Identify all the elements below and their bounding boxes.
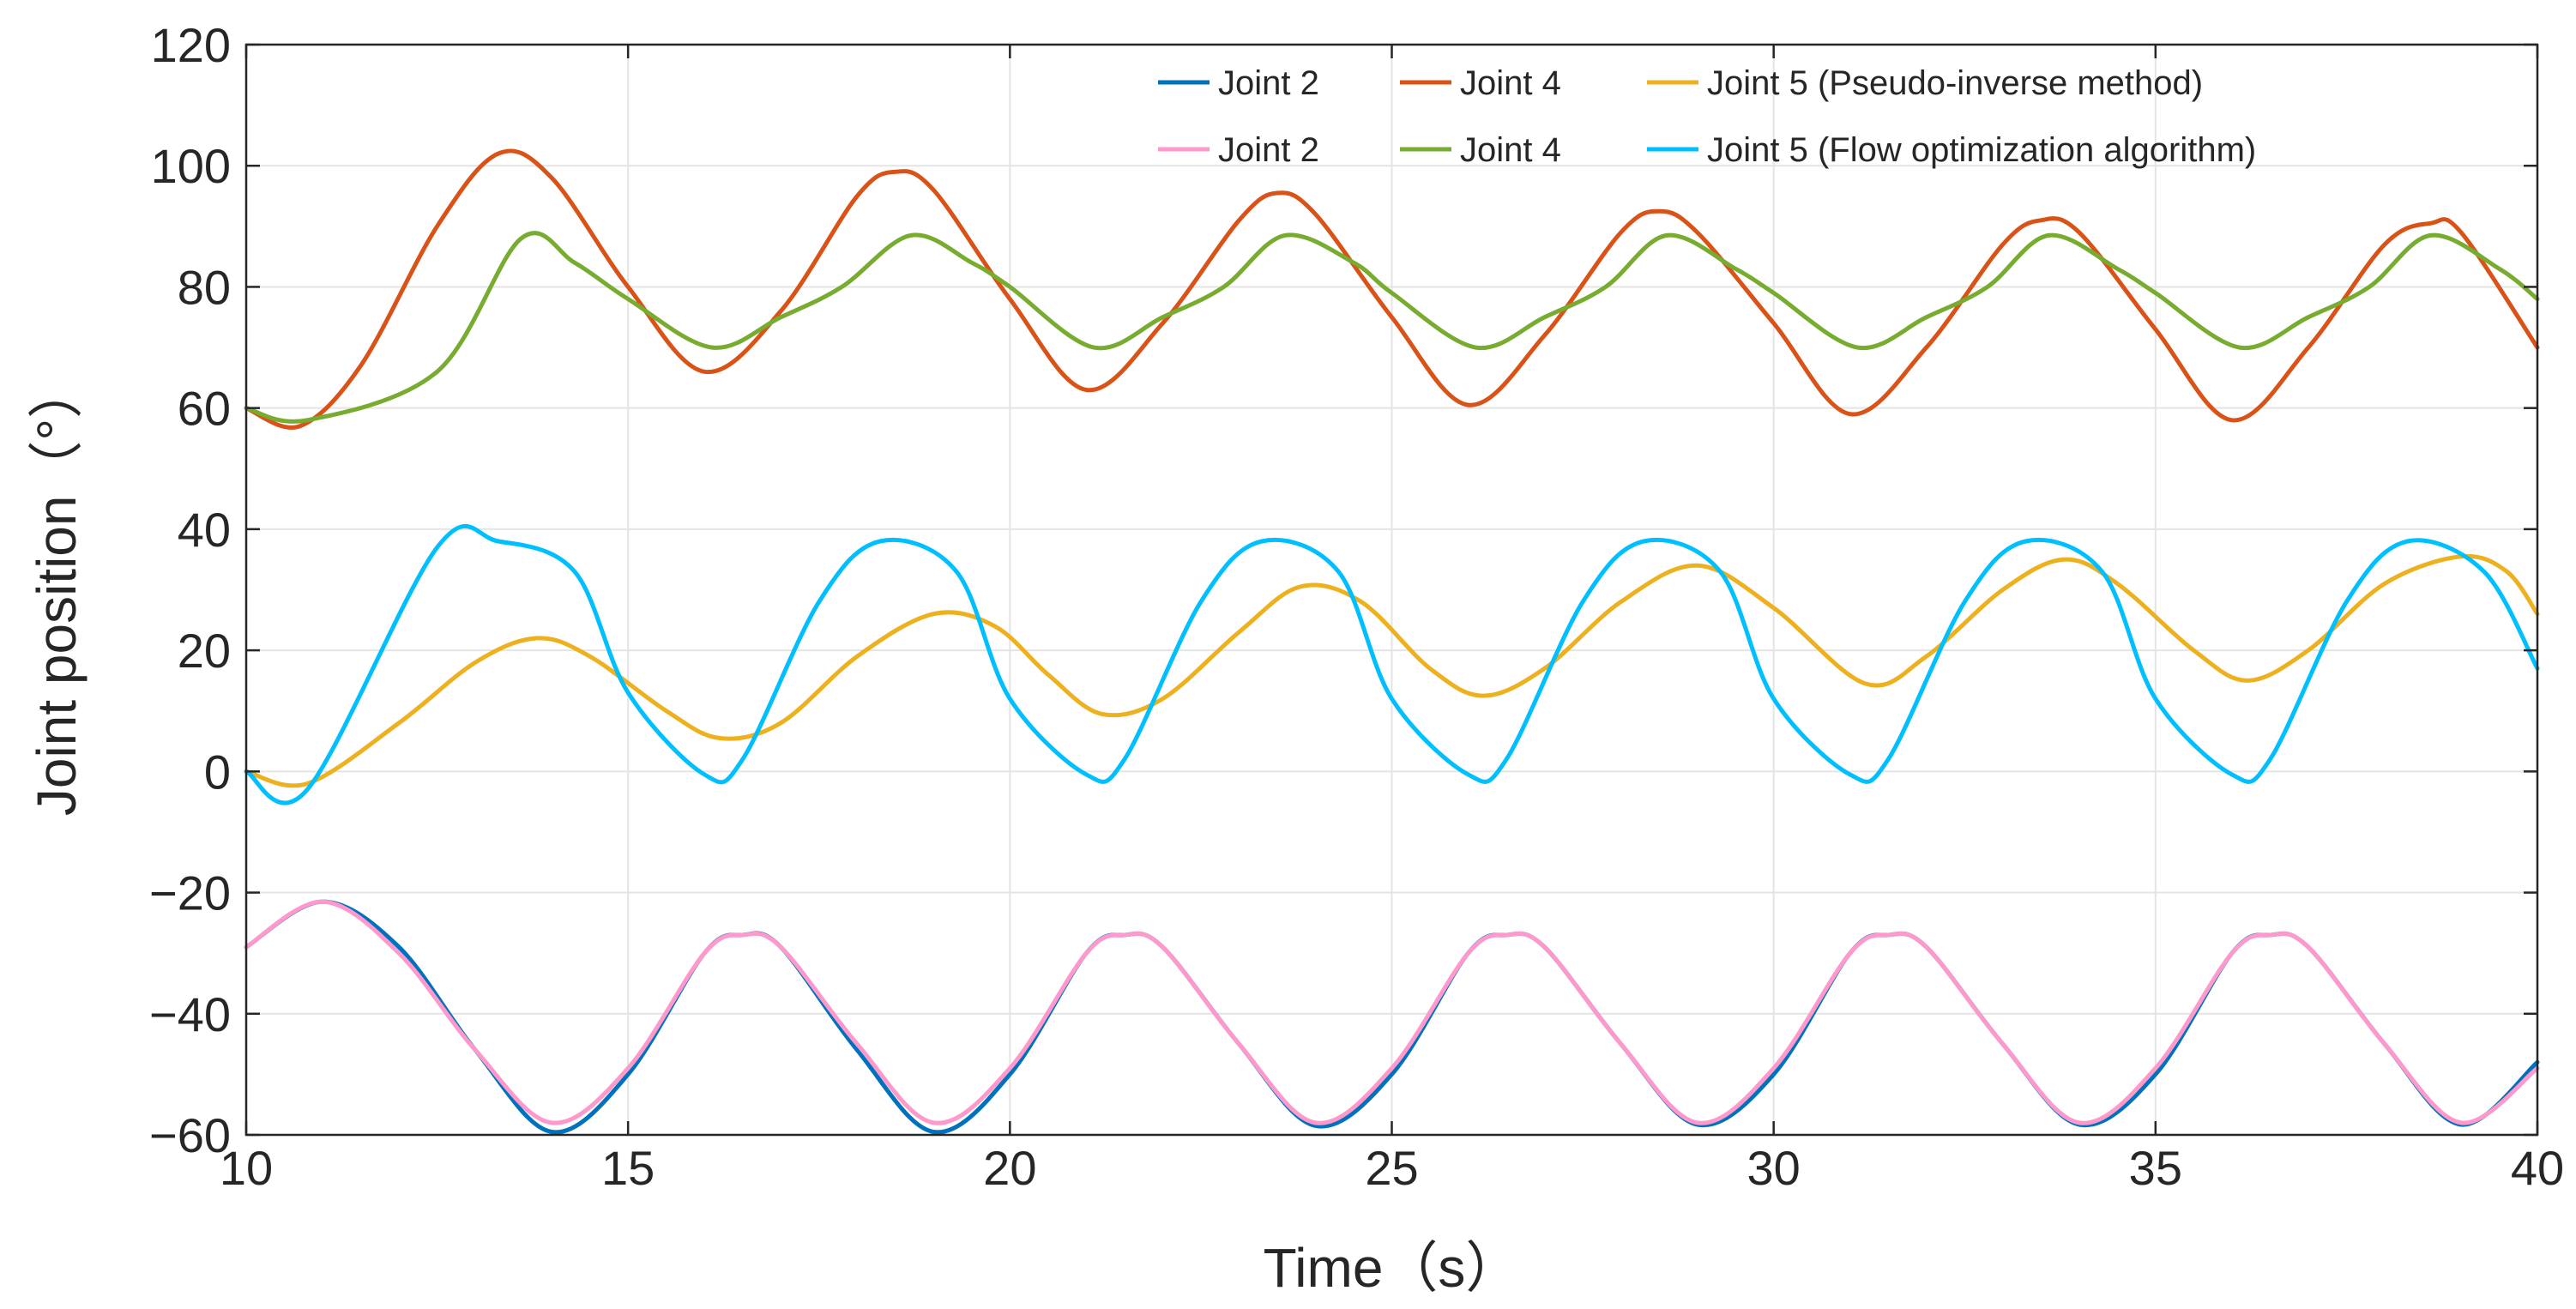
series-joint-5-pseudo-inverse-method <box>244 553 2540 788</box>
series-lines <box>244 148 2540 1135</box>
y-tick-label: −40 <box>149 987 231 1041</box>
x-tick-label: 40 <box>2511 1141 2564 1195</box>
legend-label-joint-4-pseudo-inverse-method: Joint 4 <box>1460 64 1561 102</box>
series-joint-2-flow-optimization-algorithm <box>244 899 2540 1125</box>
x-axis-title: Time（s） <box>1264 1237 1521 1299</box>
x-tick-label: 15 <box>601 1141 655 1195</box>
legend-label-joint-5-pseudo-inverse-method: Joint 5 (Pseudo-inverse method) <box>1707 64 2203 102</box>
y-tick-label: 40 <box>178 503 231 557</box>
x-tick-label: 10 <box>220 1141 273 1195</box>
legend-label-joint-4-flow-optimization-algorithm: Joint 4 <box>1460 131 1561 169</box>
series-joint-5-flow-optimization-algorithm <box>244 523 2540 805</box>
grid <box>246 45 2537 1135</box>
series-joint-4-pseudo-inverse-method <box>244 148 2540 430</box>
y-tick-label: 120 <box>151 18 231 72</box>
y-tick-label: −20 <box>149 866 231 920</box>
legend-label-joint-2-pseudo-inverse-method: Joint 2 <box>1218 64 1319 102</box>
tick-labels: 10 15 20 25 30 35 40 −60 −40 −20 0 20 40 60 80 100 120 <box>149 18 2564 1195</box>
y-tick-label: 60 <box>178 382 231 436</box>
y-tick-label: 0 <box>204 745 231 799</box>
y-tick-label: 80 <box>178 260 231 314</box>
x-tick-label: 20 <box>983 1141 1036 1195</box>
axes <box>244 43 2539 1137</box>
legend-label-joint-2-flow-optimization-algorithm: Joint 2 <box>1218 131 1319 169</box>
y-axis-title: Joint position（°） <box>26 364 87 816</box>
y-tick-label: −60 <box>149 1108 231 1162</box>
x-tick-label: 35 <box>2129 1141 2182 1195</box>
series-joint-4-flow-optimization-algorithm <box>244 231 2540 424</box>
x-tick-label: 25 <box>1365 1141 1418 1195</box>
y-tick-label: 100 <box>151 139 231 193</box>
legend-label-joint-5-flow-optimization-algorithm: Joint 5 (Flow optimization algorithm) <box>1707 131 2256 169</box>
legend: Joint 2 Joint 4 Joint 5 (Pseudo-inverse me… <box>1158 64 2256 169</box>
x-tick-label: 30 <box>1747 1141 1801 1195</box>
y-tick-label: 20 <box>178 624 231 678</box>
